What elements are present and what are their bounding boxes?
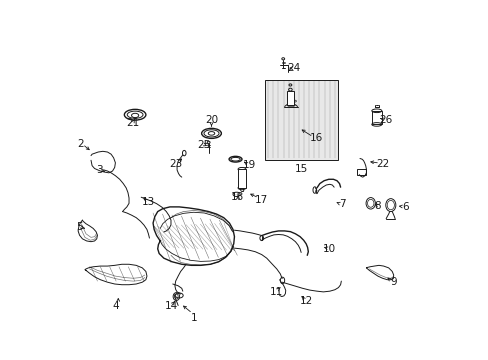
- Text: 15: 15: [294, 164, 307, 174]
- Text: 8: 8: [374, 201, 381, 211]
- Text: 14: 14: [164, 301, 177, 311]
- Text: 25: 25: [197, 140, 210, 150]
- Text: 24: 24: [287, 63, 300, 73]
- Bar: [238, 169, 245, 188]
- Text: 11: 11: [269, 287, 282, 297]
- Text: 10: 10: [323, 244, 336, 254]
- Text: 20: 20: [204, 115, 218, 125]
- Text: 16: 16: [309, 133, 322, 143]
- Text: 13: 13: [142, 197, 155, 207]
- Text: 23: 23: [169, 159, 183, 169]
- Text: 6: 6: [402, 202, 408, 212]
- Text: 5: 5: [76, 222, 82, 232]
- Text: 26: 26: [379, 115, 392, 125]
- Text: 7: 7: [338, 199, 345, 210]
- Bar: [357, 169, 366, 175]
- Text: 4: 4: [112, 301, 119, 311]
- Text: 18: 18: [230, 192, 244, 202]
- Text: 12: 12: [299, 296, 312, 306]
- Text: 9: 9: [389, 277, 396, 287]
- Text: 21: 21: [126, 118, 139, 128]
- Text: 22: 22: [375, 159, 388, 169]
- Text: 2: 2: [77, 139, 83, 149]
- Text: 19: 19: [243, 160, 256, 170]
- Text: 17: 17: [255, 195, 268, 205]
- Bar: [265, 80, 337, 160]
- Bar: [371, 111, 381, 125]
- Text: 1: 1: [191, 313, 197, 323]
- Bar: [286, 91, 293, 105]
- Text: 3: 3: [96, 165, 102, 175]
